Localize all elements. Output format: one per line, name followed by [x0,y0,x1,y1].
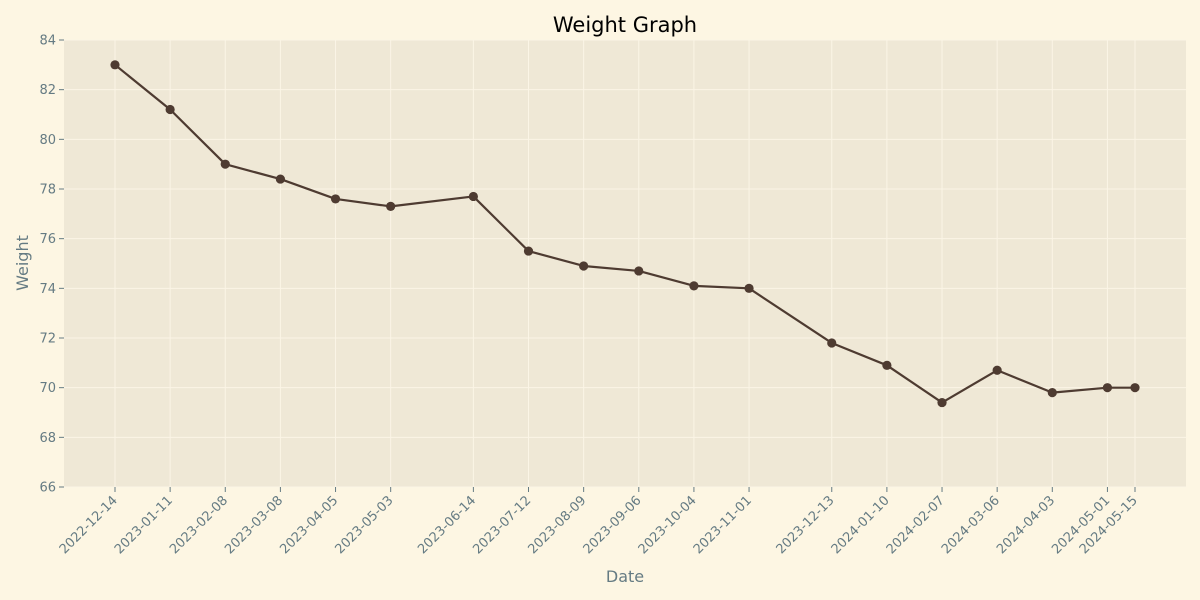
data-point [937,397,947,408]
data-point [579,261,589,271]
data-point [165,104,175,115]
y-axis: 66 68 70 72 74 76 78 80 82 84 [39,34,64,496]
data-point [220,159,230,169]
plot-area [64,40,1186,487]
y-tick-label: 70 [39,381,56,396]
y-tick-label: 66 [39,481,56,496]
data-point [1047,388,1057,398]
y-tick-label: 80 [39,133,56,148]
y-tick-label: 68 [39,431,56,446]
x-axis-label: Date [606,567,644,586]
data-point [468,191,478,202]
y-tick-label: 76 [39,232,56,247]
data-point [110,60,120,70]
data-point [992,365,1002,375]
y-tick-label: 78 [39,183,56,198]
data-point [523,246,534,256]
y-tick-label: 74 [39,282,56,297]
data-point [275,174,286,184]
data-point [1102,383,1113,393]
data-point [689,281,699,291]
data-point [1130,383,1140,393]
y-axis-label: Weight [13,235,32,291]
data-point [634,266,644,276]
data-point [827,338,837,348]
chart-title: Weight Graph [553,13,697,37]
y-tick-label: 72 [39,332,56,347]
data-point [386,201,396,211]
y-tick-label: 82 [39,83,56,98]
y-tick-label: 84 [39,34,56,49]
data-point [882,360,892,370]
data-point [330,194,341,204]
grid-lines [64,39,1186,488]
data-point [744,283,754,293]
series-layer [110,60,1140,408]
